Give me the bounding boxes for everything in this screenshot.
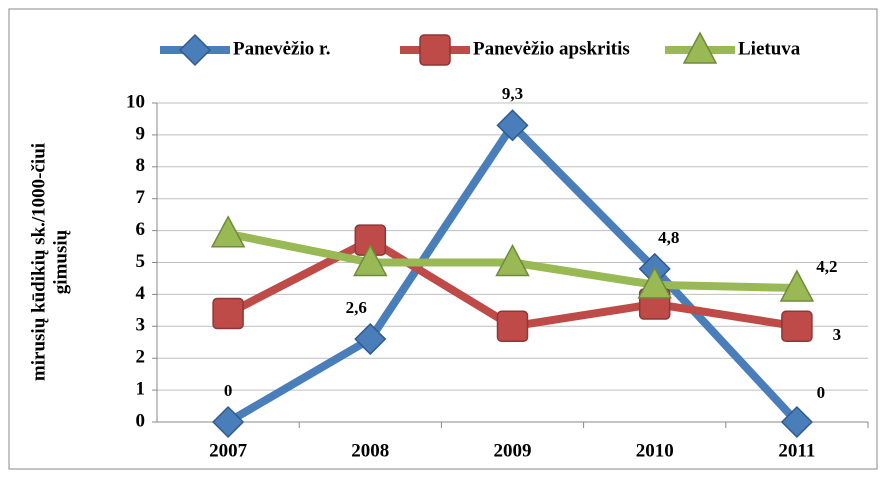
- marker: [780, 405, 813, 439]
- data-label: 0: [817, 383, 826, 402]
- marker: [210, 215, 246, 248]
- data-label: 4,2: [816, 257, 837, 276]
- marker: [353, 243, 388, 277]
- data-label: 4,8: [658, 228, 679, 247]
- data-label: 0: [224, 381, 233, 400]
- y-axis-label-line: gimusių: [50, 229, 71, 294]
- marker: [781, 310, 813, 343]
- x-tick-label: 2009: [494, 440, 532, 461]
- data-label: 2,6: [346, 298, 367, 317]
- y-tick-label: 2: [136, 347, 146, 368]
- y-tick-label: 1: [136, 378, 146, 399]
- data-label: 9,3: [502, 84, 523, 103]
- data-label: 3: [833, 325, 842, 344]
- y-tick-label: 5: [136, 251, 146, 272]
- legend-label: Lietuva: [738, 38, 801, 59]
- marker: [495, 243, 530, 277]
- y-axis-label: mirusių kūdikių sk./1000-čiui gimusių: [28, 143, 71, 381]
- marker: [637, 266, 672, 299]
- legend-label: Panevėžio r.: [233, 38, 330, 59]
- y-tick-label: 4: [136, 283, 146, 304]
- marker: [178, 33, 212, 67]
- legend-label: Panevėžio apskritis: [473, 38, 630, 59]
- marker: [682, 31, 718, 64]
- y-axis-label-line: mirusių kūdikių sk./1000-čiui: [28, 143, 49, 381]
- marker: [496, 310, 529, 343]
- y-tick-label: 0: [136, 410, 146, 431]
- x-tick-label: 2011: [778, 440, 815, 461]
- y-tick-label: 8: [136, 155, 146, 176]
- marker: [212, 405, 245, 439]
- marker: [212, 297, 244, 330]
- y-tick-label: 6: [136, 219, 146, 240]
- y-tick-label: 9: [136, 123, 146, 144]
- marker: [419, 34, 451, 66]
- marker: [496, 109, 529, 142]
- marker: [779, 269, 815, 302]
- x-tick-label: 2008: [351, 440, 389, 461]
- chart-border: [8, 8, 878, 470]
- x-tick-label: 2010: [636, 440, 674, 461]
- y-tick-label: 7: [136, 187, 146, 208]
- marker: [354, 322, 387, 356]
- x-tick-label: 2007: [209, 440, 248, 461]
- y-tick-label: 10: [126, 91, 145, 112]
- y-tick-label: 3: [136, 315, 146, 336]
